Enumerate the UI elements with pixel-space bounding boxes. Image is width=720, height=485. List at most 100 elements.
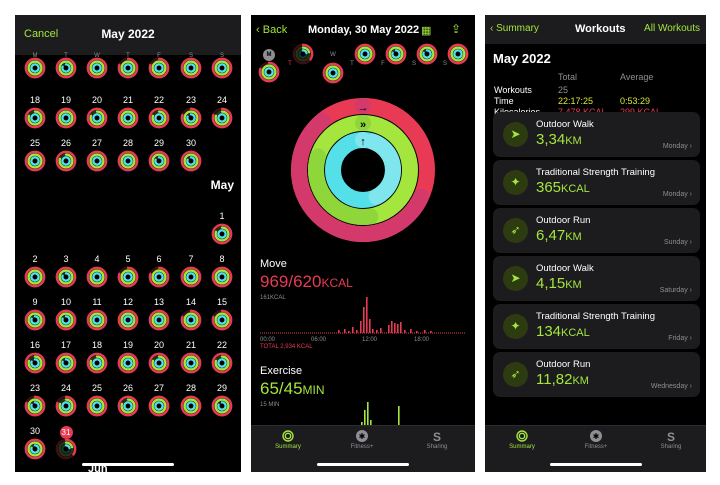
- calendar-icon[interactable]: ▦: [421, 25, 432, 37]
- activity-bar: [404, 330, 406, 333]
- day-rings: [148, 309, 170, 331]
- tab-summary[interactable]: Summary: [260, 430, 316, 450]
- calendar-day[interactable]: 27: [84, 138, 110, 172]
- tab-sharing[interactable]: S Sharing: [643, 430, 699, 450]
- calendar-day[interactable]: 25: [22, 138, 48, 172]
- calendar-day[interactable]: 8: [209, 254, 235, 288]
- stats-row-time: Time 22:17:25 0:53:29: [494, 96, 700, 107]
- calendar-day[interactable]: 23: [22, 383, 48, 417]
- share-icon[interactable]: ⇪: [451, 22, 462, 36]
- calendar-day[interactable]: 14: [178, 297, 204, 331]
- calendar-day[interactable]: 22: [209, 340, 235, 374]
- day-number: 24: [216, 95, 227, 105]
- workout-card[interactable]: ➶ Outdoor Run 11,82KM Wednesday ›: [493, 352, 700, 397]
- calendar-day[interactable]: 30: [22, 426, 48, 460]
- workout-card[interactable]: ✦ Traditional Strength Training 365KCAL Mon…: [493, 160, 700, 205]
- workout-card[interactable]: ✦ Traditional Strength Training 134KCAL Fri…: [493, 304, 700, 349]
- calendar-day[interactable]: 12: [115, 297, 141, 331]
- calendar-day[interactable]: 20: [84, 95, 110, 129]
- all-workouts-link[interactable]: All Workouts: [644, 23, 700, 34]
- calendar-day[interactable]: 28: [178, 383, 204, 417]
- calendar-day[interactable]: 15: [209, 297, 235, 331]
- week-day[interactable]: S: [443, 43, 469, 71]
- calendar-day[interactable]: 25: [84, 383, 110, 417]
- calendar-day[interactable]: 29: [146, 138, 172, 172]
- calendar-day[interactable]: 18: [84, 340, 110, 374]
- calendar-day[interactable]: 19: [115, 340, 141, 374]
- calendar-day[interactable]: 29: [209, 383, 235, 417]
- tab-summary[interactable]: Summary: [494, 430, 550, 450]
- tab-summary-label: Summary: [509, 444, 535, 450]
- back-label: Back: [262, 24, 288, 36]
- calendar-day[interactable]: 11: [84, 297, 110, 331]
- day-rings: [211, 223, 233, 245]
- calendar-day[interactable]: 9: [22, 297, 48, 331]
- calendar-day[interactable]: 26: [115, 383, 141, 417]
- calendar-day[interactable]: 26: [53, 138, 79, 172]
- calendar-day[interactable]: 23: [178, 95, 204, 129]
- calendar-day[interactable]: 24: [209, 95, 235, 129]
- move-time-2: 12:00: [362, 337, 378, 343]
- week-day[interactable]: T: [288, 43, 314, 71]
- stats-total: 22:17:25: [558, 96, 594, 106]
- workout-value-number: 134: [536, 323, 562, 340]
- calendar-day[interactable]: 3: [53, 254, 79, 288]
- day-rings: [385, 43, 407, 65]
- calendar-day[interactable]: 21: [115, 95, 141, 129]
- week-day[interactable]: W: [320, 43, 346, 89]
- workout-card[interactable]: ➶ Outdoor Run 6,47KM Sunday ›: [493, 208, 700, 253]
- calendar-day[interactable]: 17: [53, 340, 79, 374]
- day-number: 21: [122, 95, 133, 105]
- calendar-day[interactable]: 18: [22, 95, 48, 129]
- chevron-right-icon: ›: [687, 143, 692, 150]
- calendar-day[interactable]: 13: [146, 297, 172, 331]
- summary-back-button[interactable]: ‹ Summary: [490, 23, 539, 34]
- week-day[interactable]: S: [412, 43, 438, 71]
- calendar-day[interactable]: [84, 56, 110, 79]
- calendar-day[interactable]: 4: [84, 254, 110, 288]
- calendar-day[interactable]: [115, 56, 141, 79]
- calendar-day[interactable]: 24: [53, 383, 79, 417]
- calendar-day[interactable]: 16: [22, 340, 48, 374]
- strength-icon: ✦: [503, 170, 528, 195]
- calendar-day[interactable]: 1: [209, 211, 235, 245]
- calendar-day[interactable]: 27: [146, 383, 172, 417]
- calendar-day[interactable]: 5: [115, 254, 141, 288]
- tab-fitness-plus[interactable]: ✱ Fitness+: [568, 430, 624, 450]
- calendar-day[interactable]: 31: [53, 426, 79, 460]
- tab-fitness-plus[interactable]: ✱ Fitness+: [334, 430, 390, 450]
- tab-sharing[interactable]: S Sharing: [409, 430, 465, 450]
- activity-bar: [348, 331, 350, 333]
- calendar-day[interactable]: [209, 56, 235, 79]
- calendar-day[interactable]: [53, 56, 79, 79]
- back-button[interactable]: ‹ Back: [256, 24, 287, 36]
- calendar-day[interactable]: [22, 56, 48, 79]
- calendar-day[interactable]: 28: [115, 138, 141, 172]
- day-number: 29: [153, 138, 164, 148]
- workout-card[interactable]: ➤ Outdoor Walk 3,34KM Monday ›: [493, 112, 700, 157]
- calendar-day[interactable]: 2: [22, 254, 48, 288]
- calendar-day[interactable]: 20: [146, 340, 172, 374]
- day-rings: [258, 61, 280, 83]
- week-day[interactable]: F: [381, 43, 407, 71]
- week-day[interactable]: T: [350, 43, 376, 71]
- workout-card[interactable]: ➤ Outdoor Walk 4,15KM Saturday ›: [493, 256, 700, 301]
- calendar-day[interactable]: 19: [53, 95, 79, 129]
- calendar-day[interactable]: 10: [53, 297, 79, 331]
- calendar-day[interactable]: 21: [178, 340, 204, 374]
- day-number: 20: [91, 95, 102, 105]
- day-rings: [55, 57, 77, 79]
- calendar-day[interactable]: [178, 56, 204, 79]
- svg-text:✱: ✱: [359, 432, 366, 441]
- activity-bar: [380, 328, 382, 333]
- calendar-day[interactable]: 30: [178, 138, 204, 172]
- day-number: 15: [216, 297, 227, 307]
- calendar-day[interactable]: [146, 56, 172, 79]
- calendar-day[interactable]: 6: [146, 254, 172, 288]
- day-number: 20: [153, 340, 164, 350]
- week-day[interactable]: M: [256, 43, 282, 88]
- stats-label: Workouts: [494, 85, 532, 95]
- calendar-day[interactable]: 22: [146, 95, 172, 129]
- cancel-button[interactable]: Cancel: [24, 28, 59, 40]
- calendar-day[interactable]: 7: [178, 254, 204, 288]
